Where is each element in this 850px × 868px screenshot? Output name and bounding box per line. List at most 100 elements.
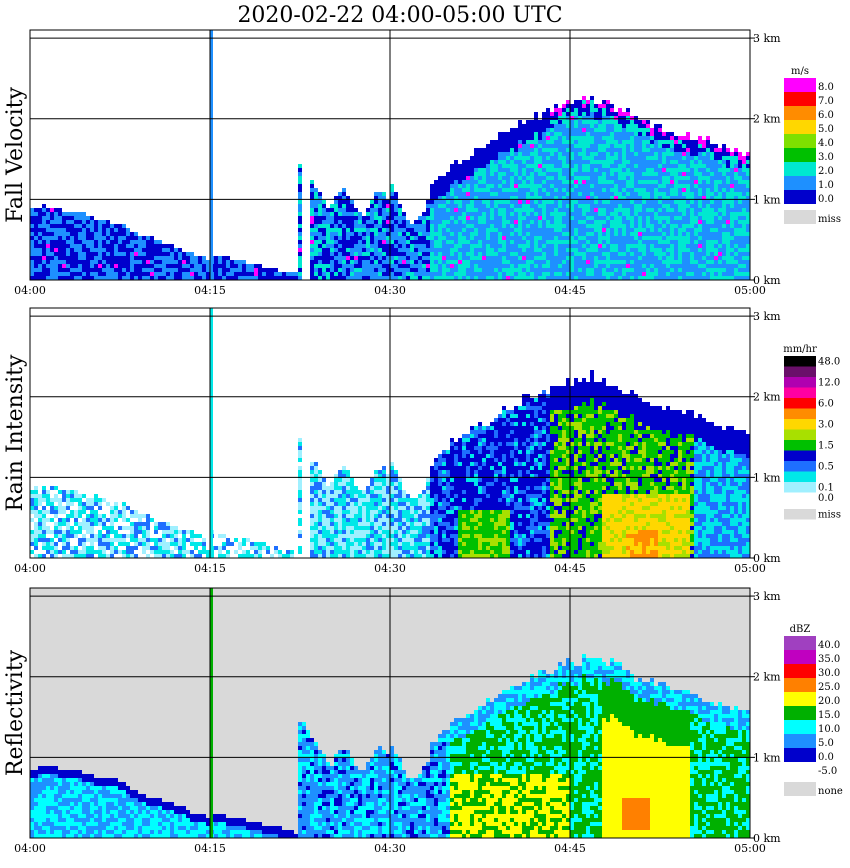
echo-cell bbox=[486, 212, 490, 216]
echo-cell bbox=[594, 212, 598, 216]
echo-cell bbox=[610, 276, 614, 280]
echo-cell bbox=[346, 276, 350, 280]
echo-cell bbox=[630, 184, 634, 188]
echo-cell bbox=[698, 144, 702, 148]
echo-cell bbox=[402, 220, 406, 224]
echo-cell bbox=[666, 148, 670, 152]
echo-cell bbox=[122, 228, 126, 232]
echo-cell bbox=[450, 204, 454, 208]
echo-cell bbox=[718, 220, 722, 224]
echo-cell bbox=[630, 140, 634, 144]
echo-cell bbox=[490, 140, 494, 144]
echo-cell bbox=[686, 184, 690, 188]
echo-cell bbox=[194, 260, 198, 264]
echo-cell bbox=[734, 276, 738, 280]
echo-cell bbox=[546, 192, 550, 196]
echo-cell bbox=[706, 180, 710, 184]
echo-cell bbox=[418, 256, 422, 260]
echo-cell bbox=[386, 224, 390, 228]
echo-cell bbox=[538, 248, 542, 252]
echo-cell bbox=[50, 542, 54, 546]
echo-cell bbox=[486, 276, 490, 280]
echo-cell bbox=[66, 248, 70, 252]
echo-cell bbox=[138, 252, 142, 256]
echo-cell bbox=[98, 554, 102, 558]
echo-cell bbox=[586, 216, 590, 220]
echo-cell bbox=[238, 268, 242, 272]
echo-cell bbox=[586, 236, 590, 240]
echo-cell bbox=[690, 240, 694, 244]
echo-cell bbox=[466, 244, 470, 248]
echo-cell bbox=[174, 260, 178, 264]
echo-cell bbox=[638, 156, 642, 160]
echo-cell bbox=[94, 518, 98, 522]
echo-cell bbox=[154, 248, 158, 252]
echo-cell bbox=[298, 248, 302, 252]
echo-cell bbox=[534, 188, 538, 192]
echo-cell bbox=[530, 148, 534, 152]
echo-cell bbox=[386, 268, 390, 272]
echo-cell bbox=[446, 188, 450, 192]
echo-cell bbox=[646, 128, 650, 132]
echo-cell bbox=[318, 208, 322, 212]
echo-cell bbox=[538, 156, 542, 160]
echo-cell bbox=[342, 240, 346, 244]
echo-cell bbox=[522, 136, 526, 140]
echo-cell bbox=[326, 518, 330, 522]
echo-cell bbox=[522, 188, 526, 192]
echo-cell bbox=[570, 172, 574, 176]
echo-cell bbox=[34, 530, 38, 534]
echo-cell bbox=[538, 256, 542, 260]
echo-cell bbox=[126, 244, 130, 248]
echo-cell bbox=[254, 550, 258, 554]
echo-cell bbox=[158, 522, 162, 526]
echo-cell bbox=[486, 200, 490, 204]
echo-cell bbox=[418, 224, 422, 228]
echo-cell bbox=[658, 268, 662, 272]
echo-cell bbox=[682, 196, 686, 200]
echo-cell bbox=[390, 232, 394, 236]
echo-cell bbox=[526, 264, 530, 268]
echo-cell bbox=[234, 538, 238, 542]
echo-cell bbox=[666, 220, 670, 224]
echo-cell bbox=[502, 164, 506, 168]
echo-cell bbox=[450, 164, 454, 168]
echo-cell bbox=[554, 252, 558, 256]
echo-cell bbox=[66, 502, 70, 506]
echo-cell bbox=[130, 534, 134, 538]
echo-cell bbox=[430, 220, 434, 224]
echo-cell bbox=[570, 108, 574, 112]
echo-cell bbox=[362, 248, 366, 252]
echo-cell bbox=[682, 208, 686, 212]
echo-cell bbox=[90, 546, 94, 550]
echo-cell bbox=[494, 200, 498, 204]
echo-cell bbox=[394, 212, 398, 216]
echo-cell bbox=[610, 252, 614, 256]
echo-cell bbox=[722, 224, 726, 228]
echo-cell bbox=[310, 466, 314, 470]
echo-cell bbox=[546, 180, 550, 184]
echo-cell bbox=[542, 148, 546, 152]
echo-cell bbox=[70, 252, 74, 256]
echo-cell bbox=[450, 208, 454, 212]
echo-cell bbox=[690, 140, 694, 144]
echo-cell bbox=[534, 200, 538, 204]
echo-cell bbox=[374, 196, 378, 200]
echo-cell bbox=[554, 176, 558, 180]
echo-cell bbox=[738, 216, 742, 220]
echo-cell bbox=[670, 152, 674, 156]
echo-cell bbox=[346, 232, 350, 236]
echo-cell bbox=[662, 264, 666, 268]
echo-cell bbox=[514, 216, 518, 220]
echo-cell bbox=[102, 276, 106, 280]
echo-cell bbox=[94, 272, 98, 276]
echo-cell bbox=[286, 554, 290, 558]
echo-cell bbox=[730, 240, 734, 244]
echo-cell bbox=[342, 228, 346, 232]
echo-cell bbox=[402, 264, 406, 268]
echo-cell bbox=[146, 240, 150, 244]
echo-cell bbox=[510, 212, 514, 216]
echo-cell bbox=[50, 502, 54, 506]
echo-cell bbox=[42, 240, 46, 244]
echo-cell bbox=[434, 224, 438, 228]
